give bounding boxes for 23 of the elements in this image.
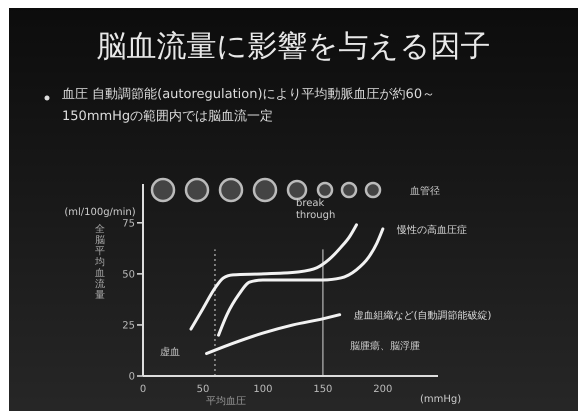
annotation: 虚血組織など(自動調節能破綻) (354, 310, 492, 322)
x-axis-title: 平均血圧 (206, 395, 246, 407)
line-series (205, 313, 342, 356)
annotation: break through (296, 198, 336, 221)
x-tick-label: 200 (373, 384, 392, 395)
text: (mmHg) (420, 394, 462, 405)
chart-subtitle: 血圧 自動調節能(autoregulation)により平均動脈血圧が約60～150mmHgの範囲内では脳血流一定 (62, 86, 436, 126)
x-tick-label: 100 (253, 384, 272, 395)
y-tick-label: 25 (122, 320, 135, 332)
line-series (217, 227, 384, 337)
x-tick-label: 0 (140, 384, 146, 395)
y-tick-label: 50 (122, 269, 135, 280)
annotation: 慢性の高血圧症 (396, 224, 467, 236)
annotation: 脳腫瘍、脳浮腫 (350, 340, 420, 352)
x-tick-label: 50 (196, 384, 210, 395)
y-tick-label: 0 (128, 372, 135, 382)
y-axis-title: 全脳平均血流量 (94, 223, 105, 301)
chart-title: 脳血流量に影響を与える因子 (96, 29, 490, 64)
annotation: 血管径 (410, 185, 440, 197)
text: (ml/100g/min) (64, 207, 136, 218)
x-tick-label: 150 (313, 384, 332, 395)
y-tick-label: 75 (122, 218, 135, 230)
annotation: 虚血 (160, 346, 180, 358)
